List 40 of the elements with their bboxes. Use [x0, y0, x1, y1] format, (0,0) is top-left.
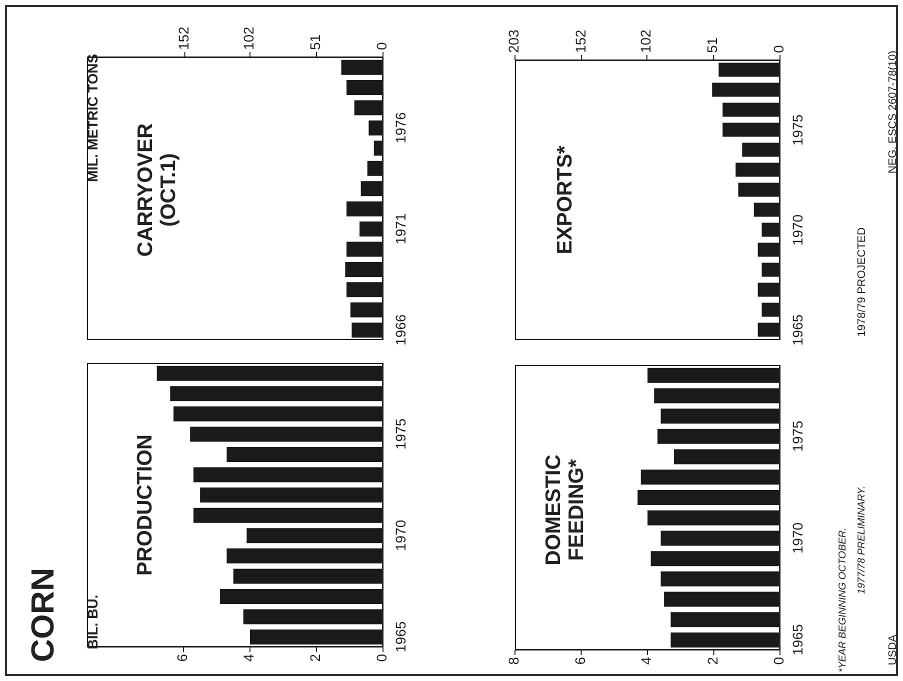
text: PRODUCTION [133, 433, 157, 578]
text: 1978/79 PROJECTED [856, 227, 868, 337]
x-tick-label: 2 [307, 654, 324, 662]
x-tick-label: 152 [572, 29, 588, 53]
y-tick-label: 1965 [392, 621, 408, 652]
text: CORN [24, 568, 61, 662]
y-tick-label: 1965 [789, 624, 806, 656]
y-tick-label: 1965 [789, 314, 806, 346]
y-tick-label: 1976 [392, 112, 408, 144]
x-tick-label: 2 [704, 656, 720, 665]
x-tick-label: 51 [307, 34, 324, 50]
x-tick-label: 8 [506, 656, 522, 665]
text: *YEAR BEGINNING OCTOBER. [838, 528, 848, 672]
y-tick-label: 1975 [789, 420, 806, 452]
text: EXPORTS* [553, 144, 577, 256]
y-tick-label: 1975 [789, 114, 806, 146]
y-tick-label: 1975 [392, 418, 408, 450]
text: CARRYOVER (OCT.1) [134, 122, 180, 259]
x-tick-label: 0 [374, 42, 390, 50]
text: 1977/78 PRELIMINARY. [856, 486, 868, 594]
y-tick-label: 1966 [392, 314, 408, 346]
y-tick-label: 1971 [392, 213, 408, 244]
y-tick-label: 1970 [392, 520, 408, 552]
x-tick-label: 6 [572, 656, 588, 665]
x-tick-label: 102 [638, 29, 654, 53]
x-tick-label: 0 [374, 654, 390, 662]
x-tick-label: 152 [176, 26, 192, 50]
y-tick-label: 1970 [789, 522, 806, 554]
text: USDA [886, 634, 900, 666]
x-tick-label: 0 [770, 45, 787, 53]
text: DOMESTIC FEEDING* [542, 454, 588, 568]
x-tick-label: 4 [638, 656, 654, 665]
x-tick-label: 6 [174, 654, 190, 662]
x-tick-label: 102 [240, 26, 257, 50]
x-tick-label: 0 [770, 656, 787, 665]
x-tick-label: 4 [240, 654, 257, 662]
text: NEG. ESCS 2607-78(10) [886, 50, 900, 174]
y-tick-label: 1970 [789, 214, 806, 246]
x-tick-label: 203 [506, 29, 522, 53]
x-tick-label: 51 [704, 37, 720, 53]
